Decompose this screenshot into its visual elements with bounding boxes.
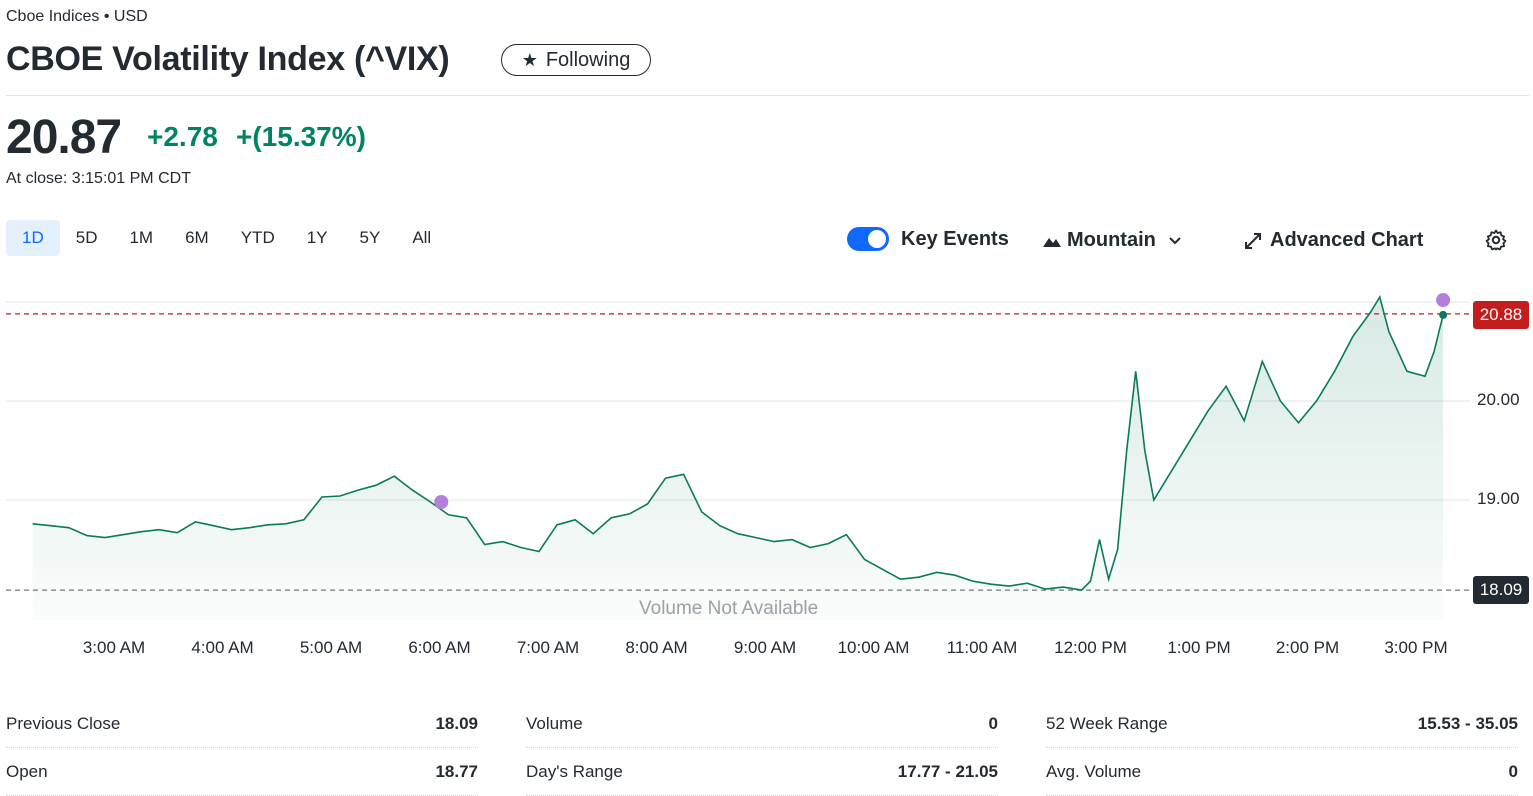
stat-row: 52 Week Range 15.53 - 35.05 xyxy=(1046,700,1518,748)
gear-icon[interactable] xyxy=(1484,228,1508,252)
x-tick-label: 11:00 AM xyxy=(946,638,1018,657)
range-tabs: 1D 5D 1M 6M YTD 1Y 5Y All xyxy=(6,220,447,256)
volume-not-available: Volume Not Available xyxy=(639,598,819,619)
chart-type-label: Mountain xyxy=(1067,229,1156,251)
x-tick-label: 8:00 AM xyxy=(625,638,688,657)
range-tab-1d[interactable]: 1D xyxy=(6,220,60,256)
stat-value: 17.77 - 21.05 xyxy=(897,761,998,781)
x-tick-label: 10:00 AM xyxy=(837,638,910,657)
price-change-percent: +(15.37%) xyxy=(236,121,366,152)
current-price-tag: 20.88 xyxy=(1473,301,1529,329)
x-tick-label: 9:00 AM xyxy=(733,638,797,657)
page-title: CBOE Volatility Index (^VIX) xyxy=(6,40,450,78)
header-divider xyxy=(6,95,1529,96)
following-button[interactable]: ★ Following xyxy=(501,44,651,76)
range-tab-all[interactable]: All xyxy=(412,228,432,247)
range-tab-5y[interactable]: 5Y xyxy=(359,228,381,247)
price-area-fill xyxy=(32,297,1444,620)
range-tab-6m[interactable]: 6M xyxy=(185,228,209,247)
range-tab-1y[interactable]: 1Y xyxy=(306,228,328,247)
price-chart[interactable] xyxy=(0,285,1533,625)
x-tick-label: 2:00 PM xyxy=(1275,638,1340,657)
stat-value: 0 xyxy=(1508,761,1518,781)
exchange-label: Cboe Indices • USD xyxy=(6,8,148,25)
stat-label: Previous Close xyxy=(6,713,121,733)
key-event-marker[interactable] xyxy=(434,494,449,509)
stats-column: 52 Week Range 15.53 - 35.05 Avg. Volume 0 xyxy=(1046,700,1518,796)
stat-row: Avg. Volume 0 xyxy=(1046,748,1518,796)
mountain-icon xyxy=(1043,237,1061,247)
key-events-toggle[interactable] xyxy=(847,227,889,251)
x-tick-label: 3:00 AM xyxy=(82,638,146,657)
stat-row: Open 18.77 xyxy=(6,748,478,796)
range-tab-ytd[interactable]: YTD xyxy=(240,228,275,247)
following-label: Following xyxy=(545,48,631,71)
y-tick-19: 19.00 xyxy=(1477,489,1520,508)
advanced-chart-button[interactable]: Advanced Chart xyxy=(1244,229,1423,252)
x-tick-label: 7:00 AM xyxy=(516,638,580,657)
stat-label: Avg. Volume xyxy=(1046,761,1142,781)
last-price-dot xyxy=(1439,310,1448,319)
x-tick-label: 12:00 PM xyxy=(1054,638,1127,657)
y-tick-20: 20.00 xyxy=(1477,390,1520,409)
x-tick-label: 4:00 AM xyxy=(191,638,254,657)
stats-table: Previous Close 18.09 Open 18.77 Volume 0 Da… xyxy=(6,700,1518,796)
advanced-chart-label: Advanced Chart xyxy=(1270,229,1424,251)
x-tick-label: 3:00 PM xyxy=(1384,638,1448,657)
chevron-down-icon xyxy=(1169,236,1181,244)
range-tab-1m[interactable]: 1M xyxy=(129,228,154,247)
previous-close-tag: 18.09 xyxy=(1473,576,1529,604)
key-events-label: Key Events xyxy=(901,228,1009,250)
key-event-marker[interactable] xyxy=(1436,293,1451,308)
chart-type-dropdown[interactable]: Mountain xyxy=(1043,229,1182,252)
stat-value: 0 xyxy=(988,713,998,733)
stat-label: Open xyxy=(6,761,48,781)
price-line xyxy=(32,294,1444,591)
stat-label: Day's Range xyxy=(526,761,623,781)
stat-row: Day's Range 17.77 - 21.05 xyxy=(526,748,998,796)
stat-value: 15.53 - 35.05 xyxy=(1417,713,1518,733)
stats-column: Previous Close 18.09 Open 18.77 xyxy=(6,700,478,796)
expand-icon xyxy=(1245,232,1261,249)
stats-column: Volume 0 Day's Range 17.77 - 21.05 xyxy=(526,700,998,796)
stat-row: Previous Close 18.09 xyxy=(6,700,478,748)
stat-label: Volume xyxy=(526,713,583,733)
stat-value: 18.77 xyxy=(435,761,478,781)
x-tick-label: 1:00 PM xyxy=(1167,638,1231,657)
current-price: 20.87 xyxy=(6,111,122,164)
price-change: +2.78 xyxy=(147,121,218,152)
close-time: At close: 3:15:01 PM CDT xyxy=(6,170,191,187)
range-tab-5d[interactable]: 5D xyxy=(75,228,98,247)
x-tick-label: 6:00 AM xyxy=(408,638,471,657)
star-icon: ★ xyxy=(521,50,538,70)
stat-value: 18.09 xyxy=(435,713,478,733)
stat-label: 52 Week Range xyxy=(1046,713,1168,733)
stat-row: Volume 0 xyxy=(526,700,998,748)
x-tick-label: 5:00 AM xyxy=(299,638,363,657)
